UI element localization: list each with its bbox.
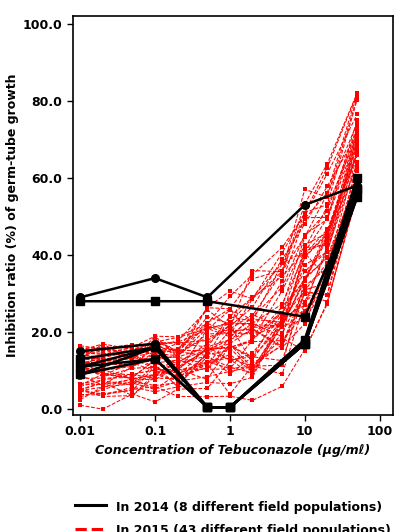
Line: In 2014 (8 different field populations): In 2014 (8 different field populations) [76,182,361,301]
In 2015 (43 different field populations) [228,321,232,327]
Y-axis label: Inhibition ratio (%) of germ-tube growth: Inhibition ratio (%) of germ-tube growth [6,74,19,357]
In 2015 (43 different field populations) [175,334,180,340]
In 2015 (43 different field populations) [280,301,285,307]
In 2015 (43 different field populations) [153,339,158,345]
In 2015 (43 different field populations) [130,348,135,354]
In 2015 (43 different field populations) [205,326,210,332]
In 2014 (8 different field populations) [78,294,83,301]
In 2015 (43 different field populations) [250,320,255,327]
In 2014 (8 different field populations) [205,294,210,301]
In 2014 (8 different field populations) [355,182,360,189]
In 2015 (43 different field populations) [325,275,330,281]
In 2015 (43 different field populations) [303,250,307,256]
In 2015 (43 different field populations) [355,173,360,180]
In 2015 (43 different field populations) [100,354,105,361]
Line: In 2015 (43 different field populations): In 2015 (43 different field populations) [78,174,359,360]
In 2015 (43 different field populations) [78,351,83,358]
In 2014 (8 different field populations) [153,275,158,281]
In 2014 (8 different field populations) [303,202,307,208]
Legend: In 2014 (8 different field populations), In 2015 (43 different field populations: In 2014 (8 different field populations),… [70,495,396,532]
X-axis label: Concentration of Tebuconazole (μg/mℓ): Concentration of Tebuconazole (μg/mℓ) [95,444,371,457]
